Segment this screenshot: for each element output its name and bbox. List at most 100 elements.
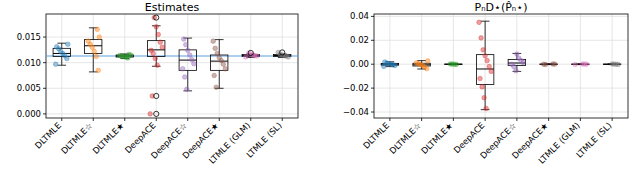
box <box>445 62 462 67</box>
data-point <box>214 85 219 90</box>
box <box>572 62 589 67</box>
data-point <box>477 20 482 25</box>
data-point <box>126 52 131 57</box>
tick-mark <box>124 118 125 121</box>
tick-mark <box>453 118 454 121</box>
data-point <box>154 25 159 30</box>
category-label: DLTMLE☆ <box>387 120 423 156</box>
data-point <box>184 87 189 92</box>
tick-mark <box>612 118 613 121</box>
category-label: LTMLE (SL) <box>574 120 613 159</box>
tick-mark <box>371 16 374 17</box>
data-point <box>478 76 483 81</box>
data-point <box>515 52 520 57</box>
whisker-cap <box>57 65 66 66</box>
flier <box>248 50 253 55</box>
category-label: LTMLE (SL) <box>244 120 283 159</box>
box <box>242 50 259 59</box>
data-point <box>187 53 192 58</box>
grid-line <box>374 64 628 65</box>
flier <box>280 50 285 55</box>
tick-mark <box>548 118 549 121</box>
data-point <box>514 68 519 73</box>
grid-line <box>374 16 628 17</box>
grid-line <box>485 14 486 118</box>
tick-mark <box>250 118 251 121</box>
box <box>211 39 228 90</box>
data-point <box>185 48 190 53</box>
whisker <box>93 28 94 40</box>
data-point <box>148 112 153 117</box>
category-label: DLTMLE☆ <box>59 120 95 156</box>
data-point <box>484 106 489 111</box>
tick-label: 0.04 <box>350 11 369 21</box>
grid-line <box>374 112 628 113</box>
tick-label: 0.010 <box>17 58 41 68</box>
data-point <box>573 62 578 67</box>
data-point <box>95 27 100 32</box>
reference-line <box>46 55 298 56</box>
data-point <box>117 53 122 58</box>
box-body <box>179 50 196 70</box>
data-point <box>155 63 160 68</box>
tick-mark <box>421 118 422 121</box>
box <box>85 27 102 73</box>
tick-mark <box>371 64 374 65</box>
data-point <box>182 75 187 80</box>
grid-line <box>548 14 549 118</box>
data-point <box>479 36 484 41</box>
data-point <box>425 59 430 64</box>
panel: Estimates0.0000.0050.0100.015DLTMLEDLTML… <box>17 1 298 166</box>
plot-frame <box>374 14 628 118</box>
whisker-cap <box>57 43 66 44</box>
data-point <box>156 32 161 37</box>
tick-mark <box>389 118 390 121</box>
grid-line <box>374 40 628 41</box>
data-point <box>96 68 101 73</box>
category-label: LTMLE (GLM) <box>207 120 252 165</box>
box <box>274 50 291 60</box>
data-point <box>153 56 158 61</box>
data-point <box>212 73 217 78</box>
box <box>179 37 196 92</box>
chart-title: PₙD⋆(P̂ₙ⋆) <box>475 1 528 14</box>
chart-title: Estimates <box>145 1 200 14</box>
data-point <box>158 40 163 45</box>
data-point <box>181 37 186 42</box>
box-body <box>211 55 228 70</box>
tick-mark <box>282 118 283 121</box>
data-point <box>160 45 165 50</box>
data-point <box>482 95 487 100</box>
data-point <box>86 39 91 44</box>
data-point <box>53 62 58 67</box>
tick-mark <box>371 40 374 41</box>
tick-mark <box>371 112 374 113</box>
box <box>508 52 525 73</box>
figure: Estimates0.0000.0050.0100.015DLTMLEDLTML… <box>0 0 640 184</box>
tick-label: −0.04 <box>343 107 369 117</box>
grid-line <box>93 14 94 118</box>
plot-frame <box>46 14 298 118</box>
tick-mark <box>93 118 94 121</box>
grid-line <box>250 14 251 118</box>
whisker-cap <box>481 21 490 22</box>
tick-label: 0.015 <box>17 32 41 42</box>
tick-label: 0.00 <box>350 59 369 69</box>
data-point <box>183 42 188 47</box>
whisker <box>219 70 220 88</box>
category-label: DLTMLE <box>33 120 63 150</box>
tick-label: 0.000 <box>17 109 41 119</box>
tick-mark <box>516 118 517 121</box>
data-point <box>481 48 486 53</box>
data-point <box>509 62 514 67</box>
data-point <box>541 62 546 67</box>
data-point <box>66 42 71 47</box>
tick-mark <box>61 118 62 121</box>
grid-line <box>516 14 517 118</box>
category-label: DLTMLE <box>361 120 391 150</box>
box-body <box>53 48 70 56</box>
data-group <box>46 15 298 117</box>
category-label: DLTMLE★ <box>419 120 455 156</box>
grid-line <box>187 14 188 118</box>
data-point <box>97 35 102 40</box>
